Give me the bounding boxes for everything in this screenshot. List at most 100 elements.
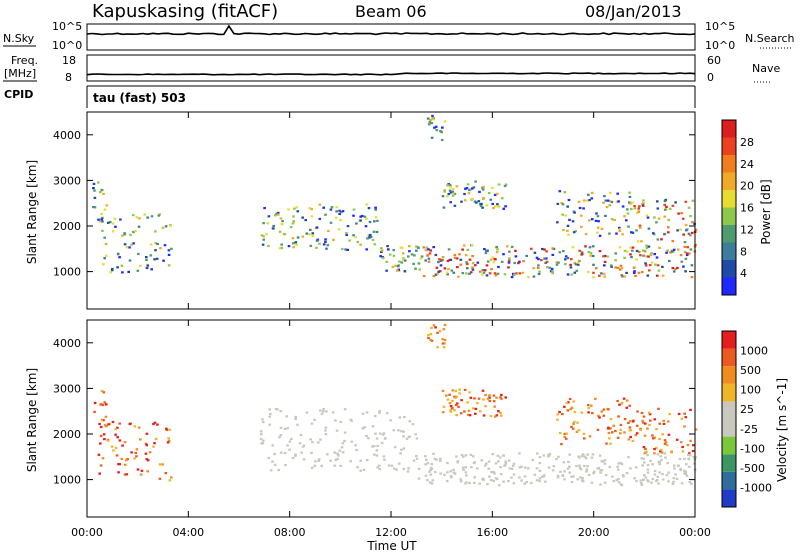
scatter-cell	[99, 442, 102, 445]
scatter-cell	[653, 473, 657, 476]
scatter-cell	[663, 203, 666, 207]
scatter-cell	[686, 443, 690, 447]
scatter-cell	[618, 226, 621, 229]
scatter-cell	[667, 226, 670, 229]
scatter-cell	[674, 473, 677, 476]
scatter-cell	[573, 410, 577, 414]
scatter-cell	[668, 207, 672, 210]
scatter-cell	[380, 247, 383, 250]
scatter-cell	[440, 131, 443, 134]
scatter-cell	[292, 215, 295, 218]
scatter-cell	[461, 248, 464, 251]
scatter-cell	[418, 268, 422, 271]
scatter-cell	[295, 206, 298, 209]
scatter-cell	[538, 479, 541, 483]
scatter-cell	[682, 233, 685, 236]
scatter-cell	[322, 206, 325, 209]
scatter-cell	[378, 432, 382, 435]
scatter-cell	[111, 230, 115, 233]
scatter-cell	[609, 418, 613, 421]
scatter-cell	[355, 222, 358, 225]
scatter-cell	[339, 219, 342, 222]
scatter-cell	[374, 432, 377, 435]
scatter-cell	[630, 256, 633, 259]
scatter-cell	[290, 437, 293, 441]
scatter-cell	[155, 257, 159, 260]
scatter-cell	[656, 274, 659, 277]
scatter-cell	[645, 214, 649, 217]
scatter-cell	[590, 456, 594, 459]
scatter-cell	[125, 246, 129, 249]
scatter-cell	[114, 428, 118, 431]
scatter-cell	[579, 468, 583, 471]
scatter-cell	[420, 255, 424, 258]
scatter-cell	[557, 455, 560, 458]
scatter-cell	[309, 228, 312, 231]
scatter-cell	[463, 410, 466, 413]
scatter-cell	[376, 219, 379, 222]
scatter-cell	[677, 212, 680, 215]
scatter-cell	[296, 236, 300, 239]
scatter-cell	[137, 426, 141, 429]
scatter-cell	[159, 247, 162, 250]
scatter-cell	[567, 198, 571, 202]
scatter-cell	[667, 420, 670, 423]
scatter-cell	[396, 269, 399, 272]
scatter-cell	[588, 435, 592, 438]
scatter-cell	[493, 205, 497, 208]
scatter-cell	[124, 463, 127, 466]
x-tick-label: 16:00	[476, 526, 508, 539]
scatter-cell	[168, 428, 171, 431]
scatter-cell	[261, 243, 265, 246]
scatter-cell	[123, 243, 127, 246]
scatter-cell	[619, 432, 622, 435]
scatter-cell	[657, 269, 661, 272]
scatter-cell	[518, 476, 521, 479]
scatter-cell	[502, 480, 505, 483]
scatter-cell	[103, 424, 107, 427]
scatter-cell	[463, 199, 467, 202]
scatter-cell	[512, 473, 516, 476]
scatter-cell	[262, 238, 265, 241]
scatter-cell	[471, 197, 474, 200]
scatter-cell	[497, 205, 500, 208]
colorbar-swatch	[722, 436, 736, 455]
scatter-cell	[502, 454, 505, 457]
colorbar-swatch	[722, 454, 736, 472]
scatter-cell	[556, 474, 560, 477]
scatter-cell	[461, 466, 465, 469]
scatter-cell	[337, 454, 340, 457]
scatter-cell	[97, 218, 100, 221]
scatter-cell	[551, 270, 554, 273]
scatter-cell	[649, 253, 653, 256]
cpid-label: CPID	[4, 88, 33, 101]
scatter-cell	[495, 245, 499, 249]
scatter-cell	[112, 449, 115, 452]
scatter-cell	[629, 253, 632, 256]
scatter-cell	[381, 433, 385, 436]
scatter-cell	[556, 476, 560, 479]
scatter-cell	[683, 241, 687, 244]
scatter-cell	[576, 261, 580, 264]
scatter-cell	[691, 449, 695, 453]
scatter-cell	[570, 406, 574, 409]
scatter-cell	[408, 435, 411, 438]
scatter-cell	[626, 212, 630, 215]
scatter-cell	[488, 272, 492, 275]
freq-label-line2: [MHz]	[4, 67, 36, 80]
scatter-cell	[492, 400, 496, 403]
scatter-cell	[658, 471, 661, 474]
scatter-cell	[116, 436, 119, 439]
scatter-cell	[93, 410, 96, 413]
scatter-cell	[533, 473, 537, 476]
scatter-cell	[330, 206, 334, 209]
scatter-cell	[555, 261, 559, 264]
scatter-cell	[561, 474, 565, 478]
scatter-cell	[690, 276, 694, 279]
scatter-cell	[104, 415, 108, 418]
scatter-cell	[100, 218, 103, 221]
scatter-cell	[167, 249, 171, 252]
scatter-cell	[587, 411, 590, 414]
scatter-cell	[649, 459, 652, 463]
scatter-cell	[101, 216, 104, 219]
